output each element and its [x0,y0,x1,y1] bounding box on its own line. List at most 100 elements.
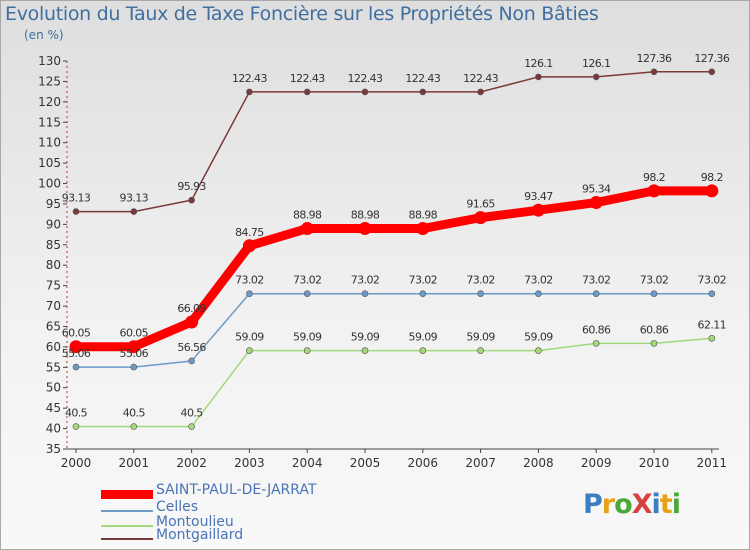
data-label: 127.36 [694,52,729,65]
x-tick-label: 2006 [408,456,439,470]
y-tick-label: 80 [46,258,61,272]
data-point [477,290,484,298]
series-line-saint-paul-de-jarrat [71,186,717,352]
data-label: 98.2 [643,171,665,184]
data-labels: 93.13 93.13 95.93 122.43 122.43 122.43 122.43 1… [62,52,731,420]
data-point [535,73,542,81]
legend-label: Montgaillard [156,527,244,543]
data-point [361,290,369,298]
data-point [246,290,253,298]
axes: 35 40 45 50 55 60 65 70 75 80 85 90 95 100 105 110 115 12… [38,54,727,470]
legend-swatch [101,510,153,512]
y-tick-label: 45 [46,401,61,415]
data-point [72,423,80,430]
data-point [188,423,195,430]
data-label: 73.02 [293,274,322,287]
data-label: 73.02 [235,274,264,287]
y-tick-label: 125 [38,74,61,88]
data-point [188,357,195,365]
y-tick-label: 40 [46,422,61,436]
data-label: 122.43 [405,72,440,85]
data-point [361,347,369,354]
x-tick-label: 2001 [119,456,150,470]
logo-letter: r [601,489,615,520]
data-label: 66.09 [177,302,206,315]
data-point [130,423,138,430]
data-point [246,347,253,354]
data-label: 73.02 [466,274,495,287]
data-label: 73.02 [640,274,669,287]
data-point [69,340,83,354]
data-label: 62.11 [698,318,727,331]
data-label: 127.36 [637,52,672,65]
data-label: 88.98 [409,209,438,222]
proxiti-logo: ProXiti [583,489,681,520]
data-point [589,196,603,210]
data-label: 55.06 [62,347,91,360]
data-label: 59.09 [409,331,438,344]
data-point [303,88,311,96]
y-tick-label: 85 [46,238,61,252]
data-point [477,347,484,354]
y-tick-label: 35 [46,442,61,456]
x-tick-label: 2011 [697,456,728,470]
data-point [242,239,256,253]
y-tick-label: 115 [38,115,61,129]
y-tick-label: 50 [46,381,61,395]
data-point [300,222,314,236]
x-tick-label: 2009 [581,456,612,470]
data-point [535,290,542,298]
series-line-celles [75,292,713,368]
data-point [592,73,600,81]
data-label: 73.02 [698,274,727,287]
logo-letter: P [583,489,603,520]
data-point [72,208,80,215]
data-label: 73.02 [351,274,380,287]
data-point [535,347,542,354]
y-tick-label: 90 [46,217,61,231]
y-tick-label: 70 [46,299,61,313]
data-label: 60.05 [120,327,149,340]
data-label: 84.75 [235,226,264,239]
data-label: 126.1 [524,57,553,70]
x-tick-label: 2002 [176,456,207,470]
data-label: 88.98 [293,209,322,222]
data-point [592,290,600,298]
data-point [416,222,430,236]
data-label: 73.02 [524,274,553,287]
legend-swatch [101,538,153,540]
series-line-montgaillard [75,71,713,213]
data-point [647,184,661,198]
data-point [246,88,253,96]
y-axis-unit-label: (en %) [24,28,64,42]
y-tick-label: 60 [46,340,61,354]
data-label: 122.43 [232,72,267,85]
y-tick-label: 120 [38,95,61,109]
legend-label: SAINT-PAUL-DE-JARRAT [156,482,317,498]
data-point [358,222,372,236]
data-point [419,290,427,298]
logo-letter: t [659,489,673,520]
data-point [188,196,195,204]
data-label: 59.09 [235,331,264,344]
data-label: 95.93 [177,180,206,193]
data-label: 93.13 [120,192,149,205]
data-label: 122.43 [463,72,498,85]
x-tick-label: 2004 [292,456,323,470]
x-tick-label: 2003 [234,456,265,470]
data-point [477,88,484,96]
data-point [708,68,716,76]
data-point [650,68,658,76]
data-label: 40.5 [65,407,88,420]
data-point [592,340,600,347]
data-label: 122.43 [348,72,383,85]
x-tick-label: 2000 [61,456,92,470]
data-label: 73.02 [409,274,438,287]
data-point [72,363,80,371]
data-label: 59.09 [351,331,380,344]
data-label: 126.1 [582,57,611,70]
data-label: 60.05 [62,327,91,340]
data-point [130,363,138,371]
data-label: 98.2 [701,171,723,184]
